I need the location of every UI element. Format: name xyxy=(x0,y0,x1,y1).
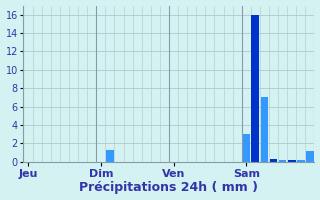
Bar xyxy=(306,151,314,162)
Bar xyxy=(106,150,114,162)
Bar xyxy=(288,160,296,162)
Bar xyxy=(260,97,268,162)
Bar xyxy=(252,15,259,162)
X-axis label: Précipitations 24h ( mm ): Précipitations 24h ( mm ) xyxy=(79,181,259,194)
Bar xyxy=(279,160,286,162)
Bar xyxy=(242,134,250,162)
Bar xyxy=(270,159,277,162)
Bar xyxy=(297,160,305,162)
